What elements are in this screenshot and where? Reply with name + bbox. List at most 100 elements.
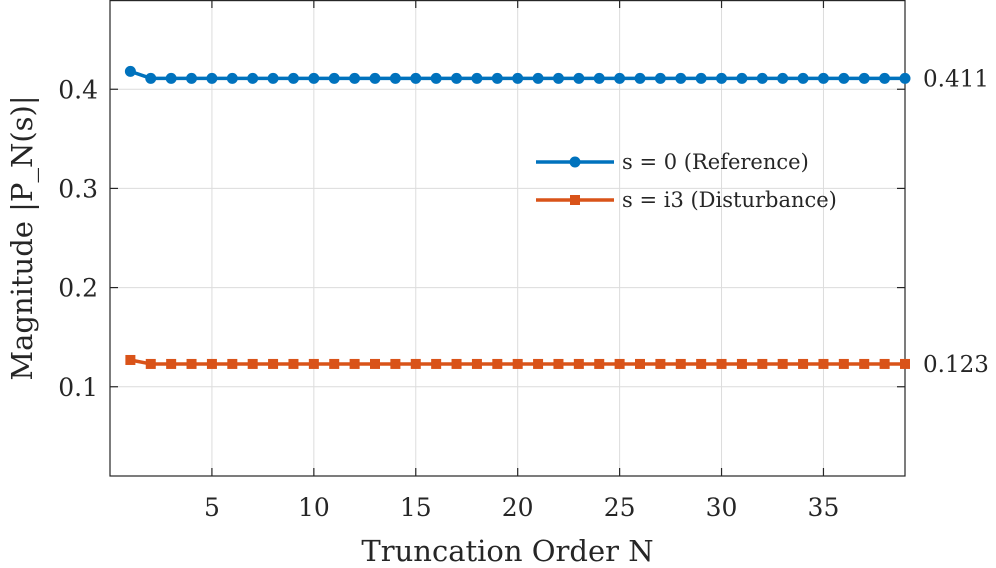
data-point <box>471 358 482 369</box>
x-tick-label: 20 <box>502 493 534 522</box>
data-point <box>594 358 605 369</box>
series-2 <box>125 354 910 369</box>
data-point <box>655 358 666 369</box>
legend: s = 0 (Reference) s = i3 (Disturbance) <box>536 150 837 212</box>
data-point <box>756 72 768 84</box>
data-point <box>329 358 340 369</box>
y-tick-label: 0.2 <box>58 274 98 303</box>
data-point <box>654 72 666 84</box>
data-point <box>287 72 299 84</box>
data-point <box>736 72 748 84</box>
data-point <box>859 358 870 369</box>
data-point <box>797 72 809 84</box>
legend-item-2: s = i3 (Disturbance) <box>536 188 837 212</box>
data-point <box>716 358 727 369</box>
data-point <box>553 358 564 369</box>
data-point <box>635 358 645 369</box>
data-point <box>145 358 156 369</box>
data-point <box>675 72 687 84</box>
data-point <box>124 65 136 77</box>
data-point <box>125 354 136 365</box>
data-point <box>675 358 686 369</box>
end-value-label: 0.123 <box>923 352 989 378</box>
data-point <box>370 358 380 369</box>
grid <box>110 0 905 476</box>
x-tick-label: 30 <box>706 493 738 522</box>
x-axis-title: Truncation Order N <box>361 534 653 568</box>
data-point <box>716 72 728 84</box>
data-point <box>532 72 544 84</box>
data-point <box>349 358 360 369</box>
data-point <box>573 72 585 84</box>
x-tick-label: 5 <box>204 493 220 522</box>
data-point <box>410 72 422 84</box>
data-point <box>288 358 299 369</box>
data-point <box>451 72 463 84</box>
x-tick-label: 35 <box>808 493 840 522</box>
data-point <box>634 72 646 84</box>
data-point <box>696 358 707 369</box>
data-point <box>512 358 523 369</box>
data-point <box>430 72 442 84</box>
data-point <box>328 72 340 84</box>
y-tick-label: 0.3 <box>58 174 98 203</box>
data-point <box>410 358 421 369</box>
data-point <box>512 72 524 84</box>
data-point <box>226 72 238 84</box>
data-point <box>227 358 238 369</box>
x-axis-title-text: Truncation Order N <box>361 534 653 568</box>
data-point <box>186 358 197 369</box>
data-point <box>186 72 198 84</box>
data-point <box>492 358 503 369</box>
data-point <box>451 358 462 369</box>
data-point <box>899 72 911 84</box>
data-point <box>838 72 850 84</box>
y-axis-title-text: Magnitude |P_N(s)| <box>5 95 40 380</box>
legend-swatch-marker <box>569 156 581 168</box>
data-point <box>879 358 890 369</box>
data-point <box>247 72 259 84</box>
data-point <box>533 358 544 369</box>
x-tick-label: 25 <box>604 493 636 522</box>
data-point <box>818 358 829 369</box>
data-point <box>614 358 625 369</box>
data-point <box>369 72 381 84</box>
data-point <box>389 72 401 84</box>
data-point <box>695 72 707 84</box>
data-point <box>573 358 584 369</box>
series-layer <box>124 65 911 369</box>
data-point <box>145 72 157 84</box>
data-point <box>798 358 809 369</box>
data-point <box>308 358 319 369</box>
legend-label: s = i3 (Disturbance) <box>622 188 837 212</box>
legend-item-1: s = 0 (Reference) <box>536 150 809 174</box>
data-point <box>206 72 218 84</box>
data-point <box>879 72 891 84</box>
axis-ticks: 5 10 15 20 25 30 35 0.1 0.2 0.3 0.4 <box>58 0 905 522</box>
y-tick-label: 0.1 <box>58 373 98 402</box>
data-point <box>900 358 910 369</box>
data-point <box>431 358 442 369</box>
data-point <box>349 72 361 84</box>
data-point <box>777 72 789 84</box>
data-point <box>267 72 279 84</box>
data-point <box>247 358 258 369</box>
data-point <box>736 358 747 369</box>
data-point <box>166 358 177 369</box>
y-tick-label: 0.4 <box>58 75 98 104</box>
data-point <box>614 72 626 84</box>
series-1 <box>124 65 911 84</box>
data-point <box>268 358 279 369</box>
x-tick-label: 15 <box>400 493 432 522</box>
end-labels: 0.411 0.123 <box>923 66 989 378</box>
data-point <box>858 72 870 84</box>
legend-swatch-marker <box>570 195 580 205</box>
data-point <box>777 358 788 369</box>
data-point <box>308 72 320 84</box>
data-point <box>593 72 605 84</box>
plot-frame <box>109 0 906 477</box>
data-point <box>206 358 217 369</box>
end-value-label: 0.411 <box>923 66 989 92</box>
data-point <box>838 358 849 369</box>
data-point <box>390 358 401 369</box>
